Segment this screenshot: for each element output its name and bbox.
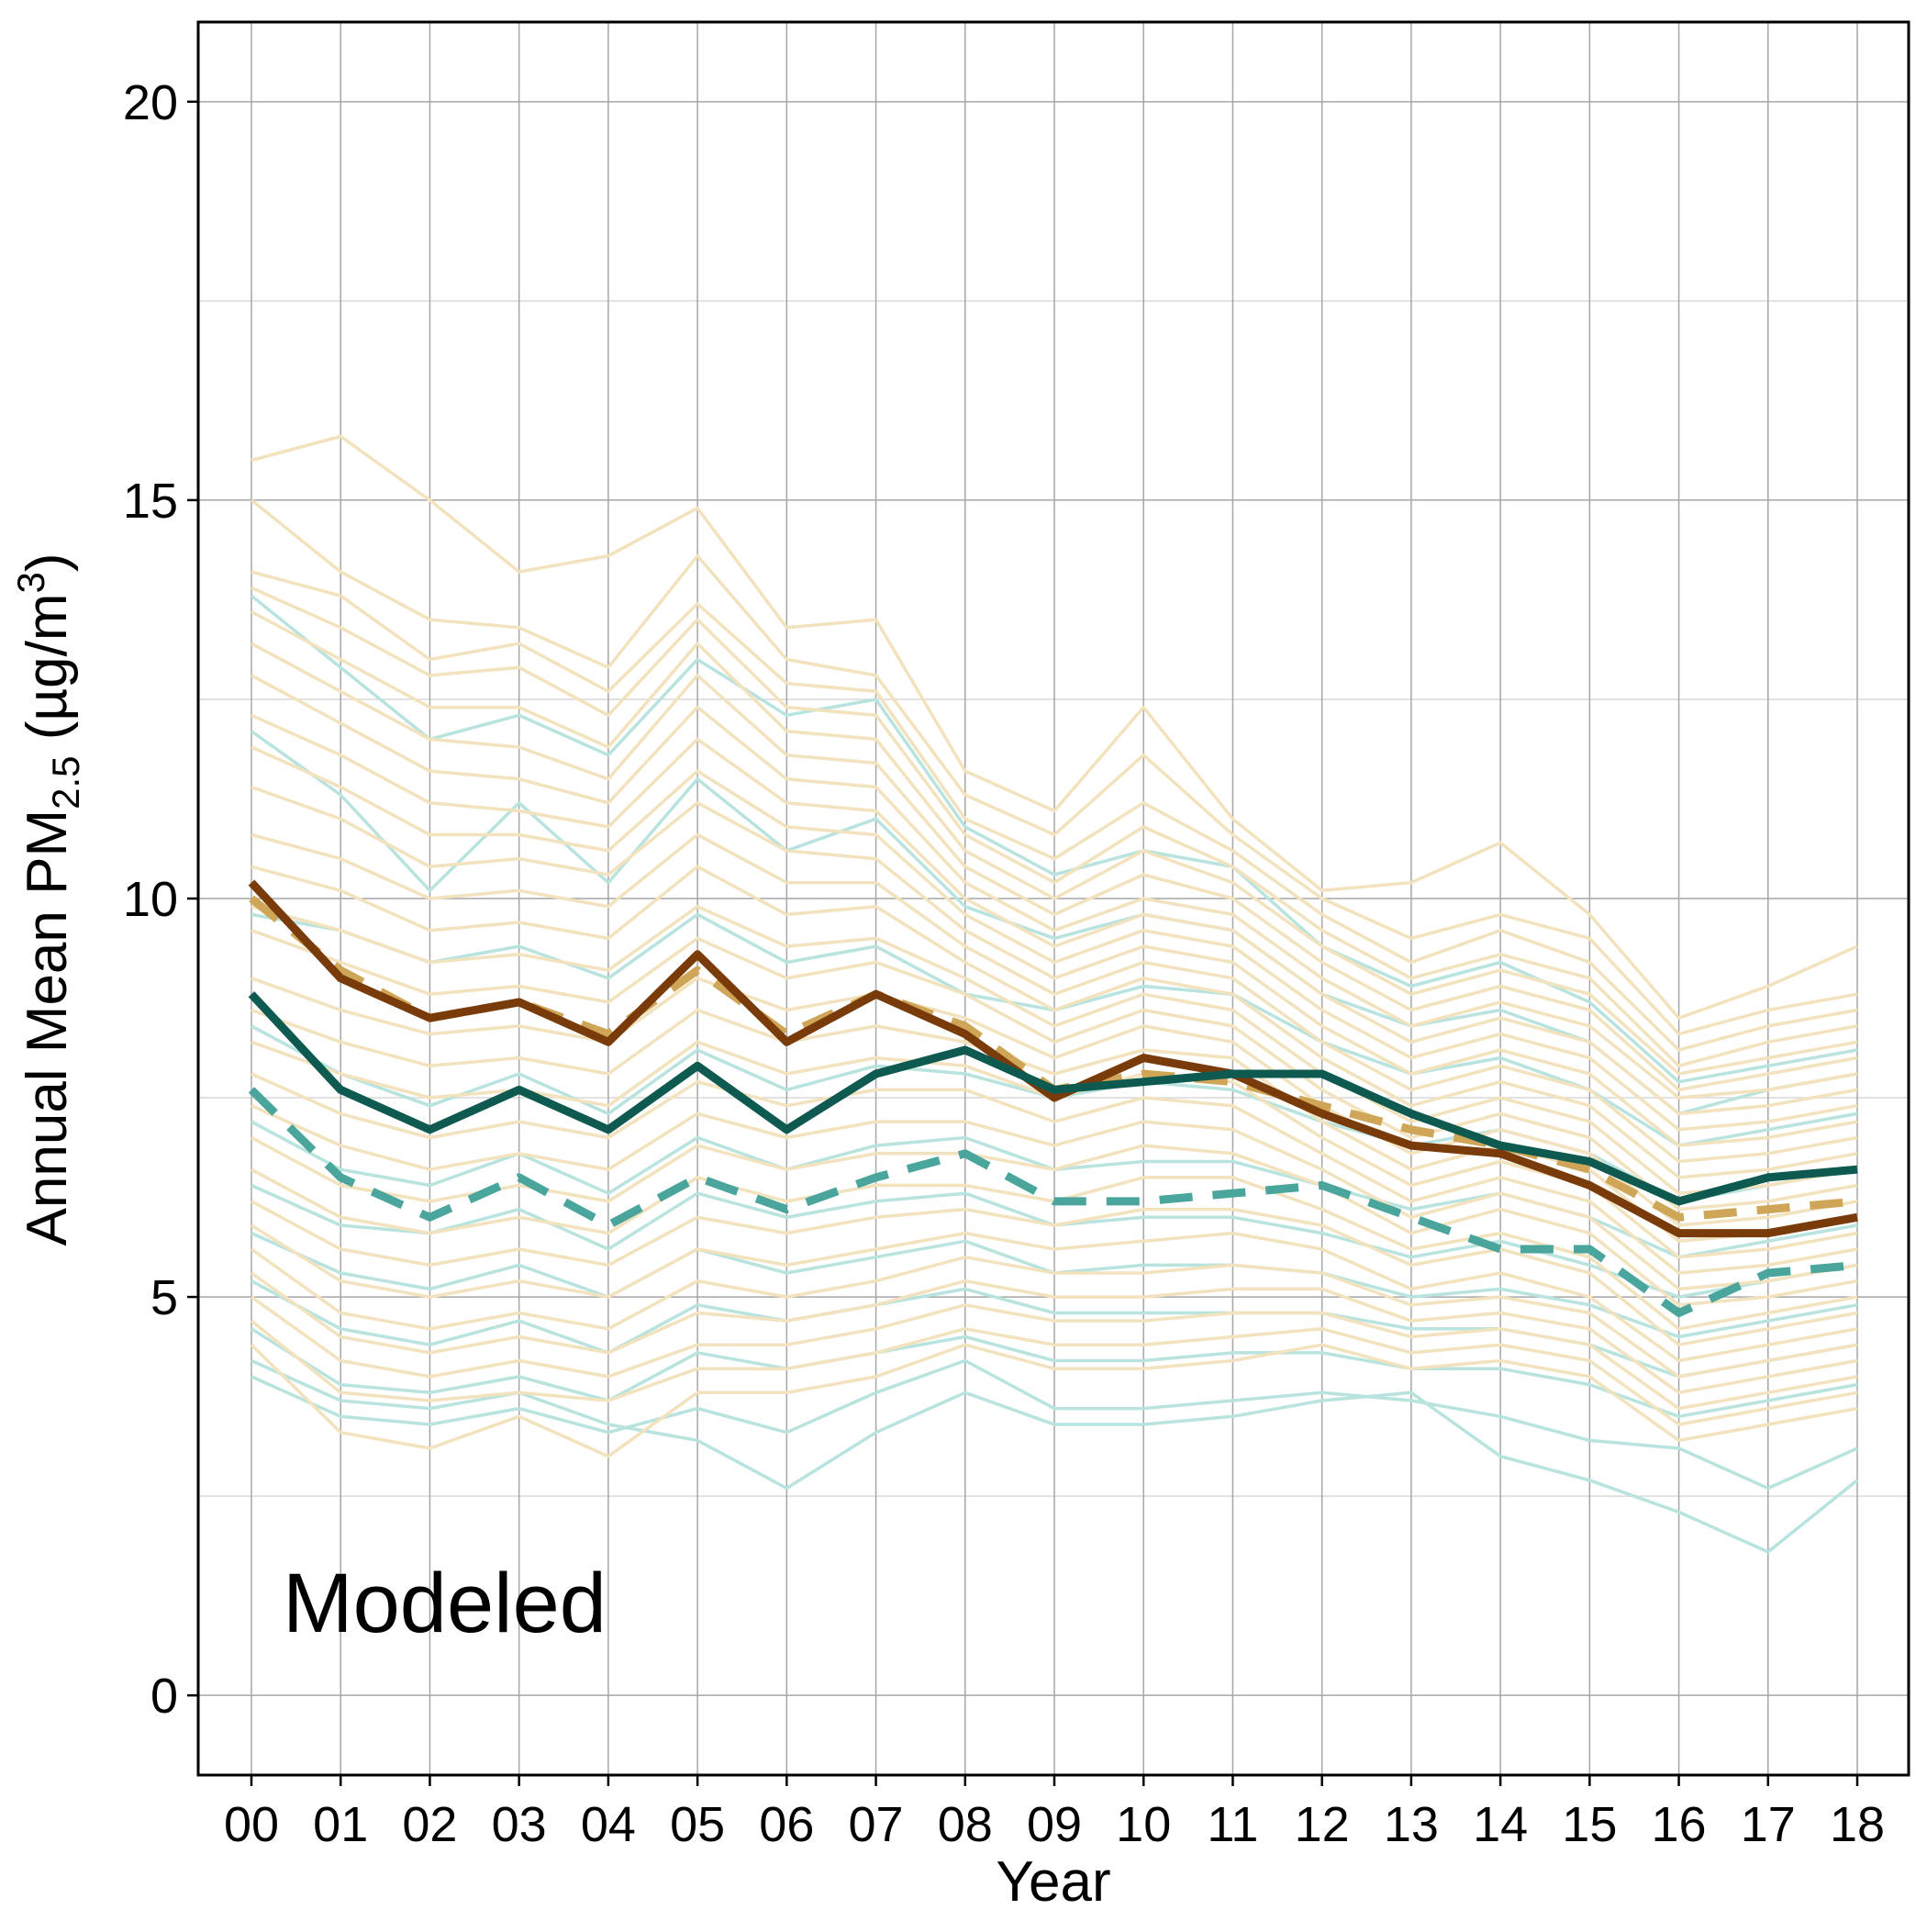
- background-series-tan-line: [251, 832, 1858, 1164]
- summary-series-solid-line: [248, 991, 1858, 1206]
- background-series-teal-line: [250, 594, 1858, 1084]
- y-tick-label: 5: [150, 1270, 178, 1325]
- x-tick-label: 08: [938, 1797, 993, 1852]
- x-tick-label: 06: [759, 1797, 814, 1852]
- background-series-tan-line: [250, 498, 1858, 1036]
- background-series-tan-line: [251, 745, 1858, 1132]
- y-tick-label: 10: [123, 872, 178, 927]
- background-series-tan-line: [250, 1295, 1858, 1411]
- x-tick-label: 12: [1295, 1797, 1350, 1852]
- x-tick-label: 00: [224, 1797, 279, 1852]
- x-tick-label: 05: [670, 1797, 725, 1852]
- x-tick-label: 07: [849, 1797, 904, 1852]
- y-tick-label: 20: [123, 75, 178, 130]
- x-tick-label: 13: [1384, 1797, 1439, 1852]
- x-tick-label: 14: [1473, 1797, 1528, 1852]
- background-series-tan-line: [250, 1271, 1858, 1395]
- background-series-tan-line: [250, 1319, 1858, 1426]
- x-tick-label: 16: [1652, 1797, 1707, 1852]
- background-series-tan-line: [251, 904, 1858, 1195]
- x-tick-label: 03: [492, 1797, 547, 1852]
- y-axis-title-suffix: ): [16, 553, 79, 573]
- background-series-teal-line: [251, 1327, 1858, 1419]
- x-tick-label: 09: [1027, 1797, 1082, 1852]
- x-axis: 00 01 02 03 04 05 06 07 08 09 10 11 12 13 14 15 16 17 18: [224, 1775, 1885, 1852]
- background-series-tan-line: [251, 609, 1858, 1076]
- background-series-teal-line: [251, 1358, 1858, 1491]
- background-series-tan-line: [250, 1247, 1858, 1379]
- background-series-tan-line: [251, 674, 1858, 1100]
- background-series-tan-line: [251, 1008, 1858, 1244]
- background-series-tan-line: [251, 1072, 1858, 1275]
- background-series-tan-line: [251, 642, 1858, 1092]
- background-series-tan-line: [251, 1200, 1858, 1346]
- x-tick-label: 10: [1116, 1797, 1171, 1852]
- summary-series-solid-line: [248, 879, 1858, 1238]
- x-tick-label: 15: [1562, 1797, 1617, 1852]
- modeled-annotation: Modeled: [283, 1557, 607, 1650]
- background-series-tan-line: [251, 434, 1858, 1020]
- x-tick-label: 17: [1741, 1797, 1796, 1852]
- background-series-tan-line: [251, 713, 1858, 1116]
- x-tick-label: 02: [402, 1797, 457, 1852]
- x-tick-label: 11: [1207, 1797, 1258, 1852]
- y-axis-title-middle: (µg/m: [16, 594, 79, 756]
- background-series-tan-line: [251, 1223, 1858, 1363]
- background-series-tan-line: [251, 1104, 1858, 1291]
- y-tick-label: 15: [123, 474, 178, 529]
- x-tick-label: 01: [313, 1797, 368, 1852]
- x-tick-label: 04: [581, 1797, 636, 1852]
- y-axis-title-superscript: 3: [9, 572, 52, 593]
- background-series-tan-line: [251, 785, 1858, 1147]
- y-axis: 0 5 10 15 20: [123, 75, 198, 1724]
- y-axis-title: Annual Mean PM2.5 (µg/m3): [9, 553, 87, 1246]
- background-series-tan-line: [250, 1343, 1858, 1458]
- background-series-tan-line: [251, 865, 1858, 1179]
- summary-series-dashed-line: [248, 1087, 1858, 1317]
- background-series-tan-line: [251, 977, 1858, 1227]
- y-axis-title-prefix: Annual Mean PM: [16, 810, 79, 1246]
- main-series-group: [248, 879, 1858, 1317]
- y-tick-label: 0: [150, 1669, 178, 1724]
- background-series-tan-line: [251, 929, 1858, 1212]
- background-series-tan-line: [251, 570, 1858, 1052]
- background-series-tan-line: [251, 586, 1858, 1068]
- background-series-tan-line: [251, 1135, 1858, 1307]
- y-axis-title-subscript: 2.5: [44, 755, 87, 809]
- x-axis-title: Year: [996, 1850, 1110, 1914]
- x-tick-label: 18: [1830, 1797, 1885, 1852]
- background-series-group: [250, 434, 1859, 1554]
